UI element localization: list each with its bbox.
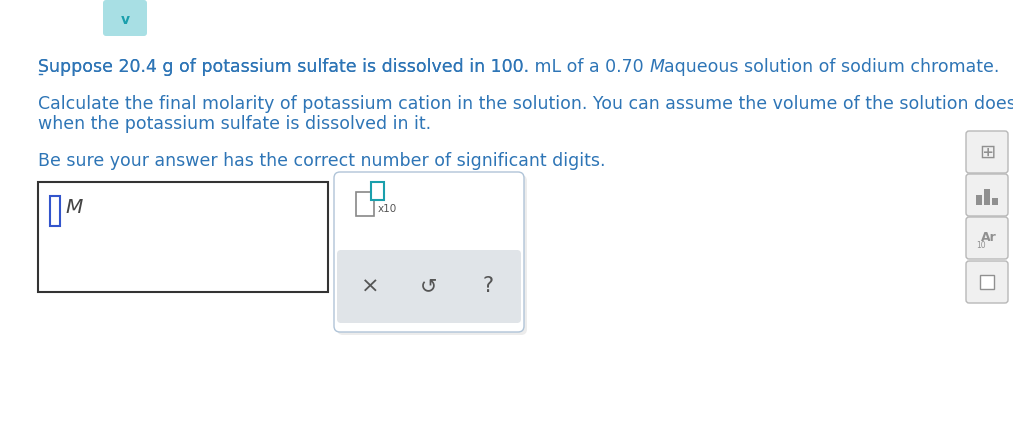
FancyBboxPatch shape	[356, 192, 374, 216]
Bar	[984, 189, 990, 205]
FancyBboxPatch shape	[966, 217, 1008, 259]
FancyBboxPatch shape	[50, 196, 60, 226]
Text: Be sure your answer has the correct number of significant digits.: Be sure your answer has the correct numb…	[38, 152, 606, 170]
FancyBboxPatch shape	[38, 182, 328, 292]
Text: ⊞: ⊞	[979, 143, 995, 161]
Text: v: v	[121, 13, 130, 27]
Bar	[992, 198, 998, 205]
Text: Calculate the final molarity of potassium cation in the solution. You can assume: Calculate the final molarity of potassiu…	[38, 95, 1013, 113]
Text: ⬛: ⬛	[983, 274, 992, 289]
FancyBboxPatch shape	[966, 261, 1008, 303]
Text: Ar: Ar	[982, 231, 997, 244]
Text: when the potassium sulfate is dissolved in it.: when the potassium sulfate is dissolved …	[38, 115, 432, 133]
FancyBboxPatch shape	[371, 182, 384, 200]
Bar	[976, 195, 982, 205]
Text: Suppose 20.4 g of potassium sulfate is dissolved in 100.: Suppose 20.4 g of potassium sulfate is d…	[38, 58, 529, 76]
Bar	[980, 275, 994, 289]
FancyBboxPatch shape	[337, 250, 521, 323]
Text: M: M	[649, 58, 665, 76]
FancyBboxPatch shape	[103, 0, 147, 36]
Text: Suppose 20.4 g of potassium sulfate is dissolved in 100.: Suppose 20.4 g of potassium sulfate is d…	[38, 58, 529, 76]
FancyBboxPatch shape	[966, 131, 1008, 173]
Text: ?: ?	[482, 276, 493, 297]
Text: ×: ×	[361, 276, 379, 297]
FancyBboxPatch shape	[966, 174, 1008, 216]
Text: x10: x10	[378, 204, 397, 214]
Text: M: M	[65, 198, 82, 217]
FancyBboxPatch shape	[337, 175, 527, 335]
Text: aqueous solution of sodium chromate.: aqueous solution of sodium chromate.	[665, 58, 1000, 76]
FancyBboxPatch shape	[334, 172, 524, 332]
Text: 10: 10	[977, 241, 986, 250]
Text: mL of a 0.70: mL of a 0.70	[529, 58, 649, 76]
Text: ↺: ↺	[420, 276, 438, 297]
